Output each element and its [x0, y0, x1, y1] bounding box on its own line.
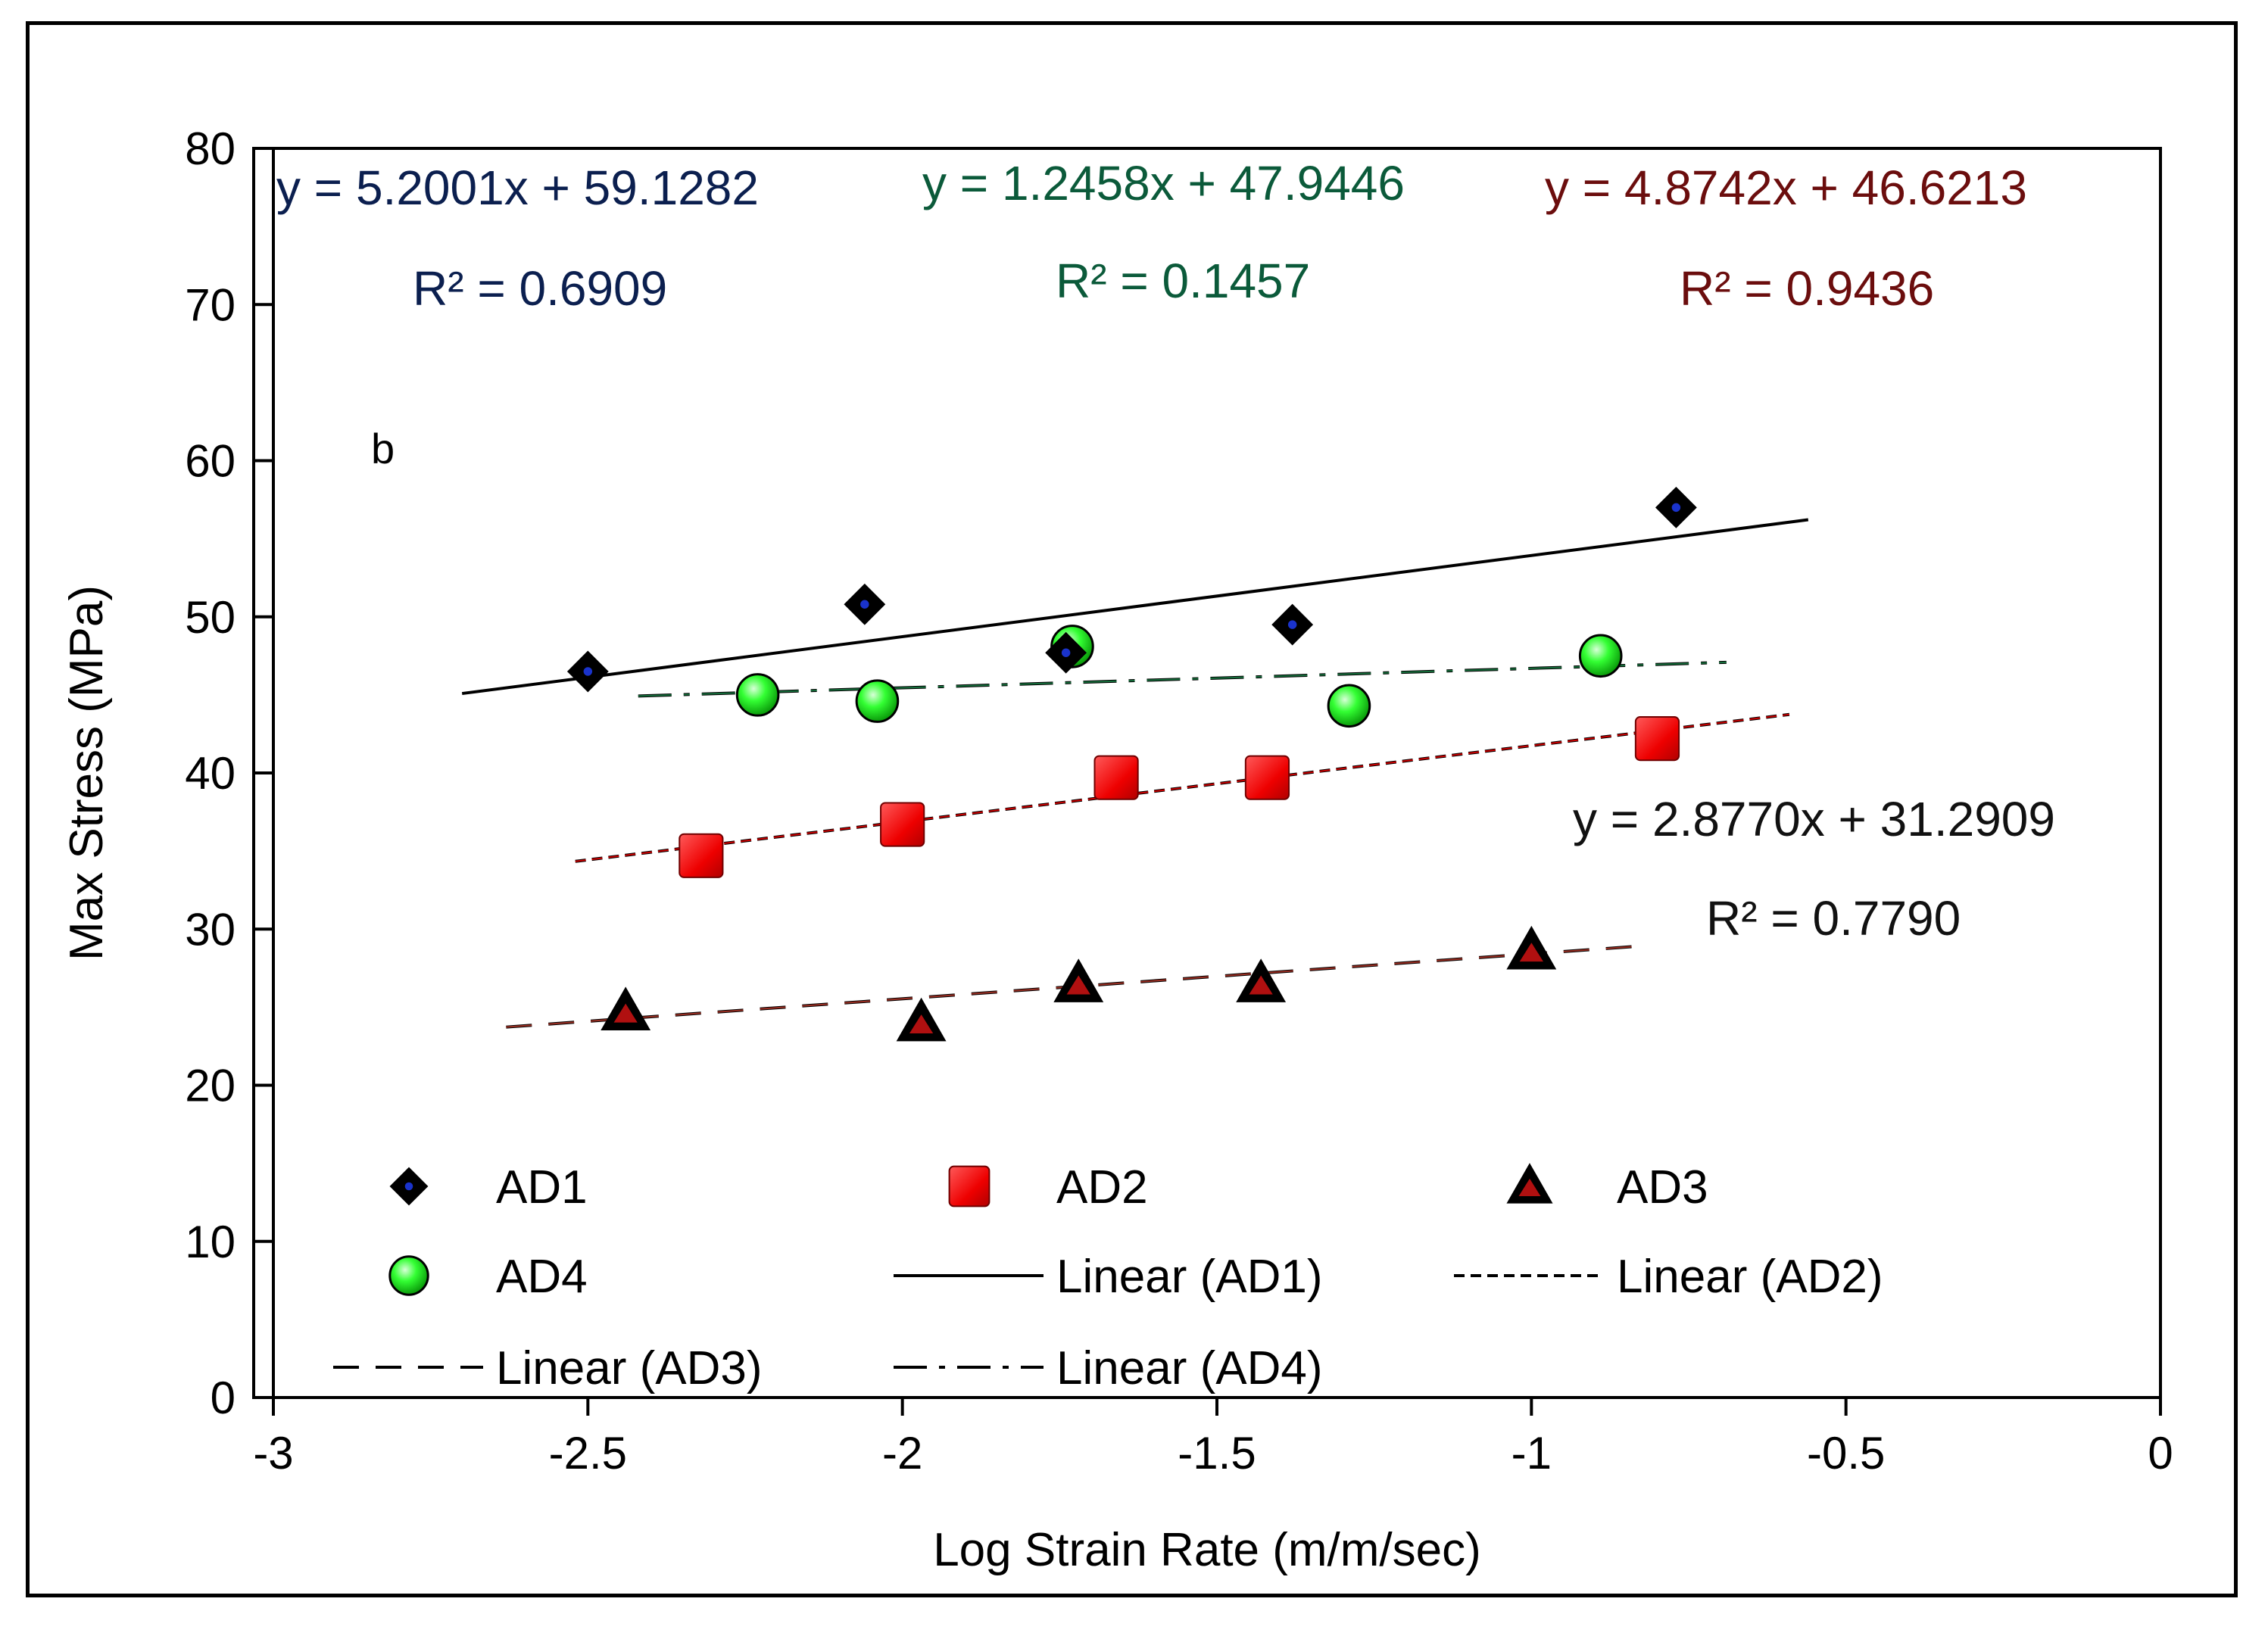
y-tick-label: 40 — [185, 748, 236, 799]
legend-symbol — [388, 1255, 429, 1296]
eq-label-ad2: y = 4.8742x + 46.6213 — [1545, 160, 2027, 215]
x-tick-label: -2 — [882, 1428, 922, 1479]
figure-frame — [26, 21, 2238, 1597]
point-ad3 — [1506, 925, 1557, 970]
legend-label: AD4 — [496, 1251, 588, 1303]
point-ad1 — [1271, 603, 1314, 646]
x-tick-label: -3 — [253, 1428, 293, 1479]
y-tick-label: 50 — [185, 592, 236, 643]
x-tick-label: -2.5 — [549, 1428, 627, 1479]
legend-entry-linear-ad4: Linear (AD4) — [894, 1342, 1322, 1394]
legend-entry-linear-ad3: Linear (AD3) — [333, 1342, 762, 1394]
legend-label: AD3 — [1617, 1161, 1708, 1214]
y-axis-title: Max Stress (MPa) — [61, 585, 113, 961]
legend-symbol — [389, 1167, 429, 1206]
legend-label: Linear (AD1) — [1056, 1251, 1322, 1303]
x-tick-label: -1 — [1511, 1428, 1552, 1479]
point-ad2 — [1634, 716, 1680, 762]
legend-symbol — [1506, 1163, 1553, 1204]
point-ad3 — [896, 997, 947, 1042]
eq-label-ad1: y = 5.2001x + 59.1282 — [276, 160, 759, 215]
legend-label: AD2 — [1056, 1161, 1148, 1214]
r2-label-ad1: R² = 0.6909 — [413, 261, 667, 316]
point-ad1 — [844, 583, 886, 625]
point-ad3 — [1053, 958, 1104, 1002]
legend-symbol — [948, 1165, 990, 1208]
y-tick-label: 10 — [185, 1217, 236, 1267]
y-tick-label: 80 — [185, 123, 236, 174]
point-ad1 — [566, 650, 609, 693]
r2-label-ad2: R² = 0.9436 — [1680, 261, 1934, 316]
trendline-tint — [575, 713, 1790, 862]
legend-entry-ad1: AD1 — [389, 1161, 588, 1214]
point-ad4 — [735, 673, 780, 717]
panel-label: b — [371, 425, 395, 472]
legend-label: Linear (AD4) — [1056, 1342, 1322, 1394]
y-tick-label: 60 — [185, 436, 236, 487]
point-ad4 — [1327, 684, 1371, 728]
point-ad2 — [1244, 755, 1290, 800]
point-ad1 — [1045, 631, 1087, 674]
legend-entry-ad3: AD3 — [1506, 1161, 1708, 1214]
point-ad3 — [601, 986, 651, 1030]
r2-label-ad3: R² = 0.7790 — [1706, 891, 1961, 946]
x-tick-label: -1.5 — [1178, 1428, 1256, 1479]
y-tick-label: 70 — [185, 279, 236, 330]
legend-entry-ad2: AD2 — [948, 1161, 1148, 1214]
x-axis-title: Log Strain Rate (m/m/sec) — [933, 1524, 1481, 1576]
eq-label-ad3: y = 2.8770x + 31.2909 — [1573, 792, 2055, 846]
y-tick-label: 30 — [185, 904, 236, 955]
trendline-linear-ad4 — [638, 660, 1727, 698]
x-tick-label: 0 — [2148, 1428, 2173, 1479]
legend-label: Linear (AD2) — [1617, 1251, 1883, 1303]
legend-entry-linear-ad2: Linear (AD2) — [1454, 1251, 1883, 1303]
y-tick-label: 20 — [185, 1061, 236, 1111]
point-ad2 — [880, 802, 925, 847]
point-ad2 — [679, 833, 724, 878]
legend-entry-ad4: AD4 — [388, 1251, 588, 1303]
point-ad4 — [855, 679, 900, 723]
legend-label: Linear (AD3) — [496, 1342, 762, 1394]
point-ad3 — [1236, 958, 1287, 1002]
point-ad2 — [1093, 755, 1139, 800]
eq-label-ad4: y = 1.2458x + 47.9446 — [922, 156, 1405, 210]
y-tick-label: 0 — [211, 1373, 236, 1423]
trendline-tint — [638, 661, 1727, 697]
point-ad1 — [1655, 486, 1697, 528]
legend-label: AD1 — [496, 1161, 588, 1214]
legend-entry-linear-ad1: Linear (AD1) — [894, 1251, 1322, 1303]
point-ad4 — [1578, 634, 1623, 678]
r2-label-ad4: R² = 0.1457 — [1056, 254, 1310, 308]
x-tick-label: -0.5 — [1807, 1428, 1885, 1479]
trendline-linear-ad1 — [461, 518, 1809, 696]
